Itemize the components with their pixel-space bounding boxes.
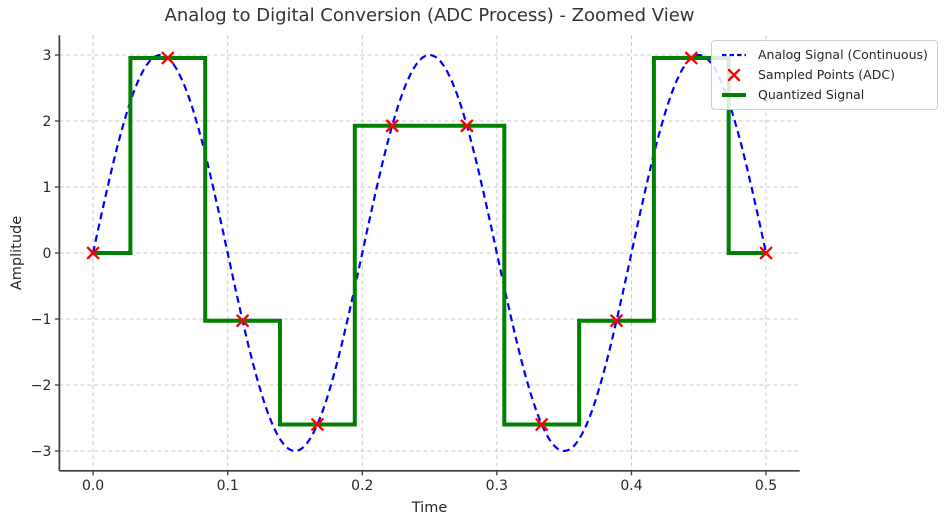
legend-item-label: Analog Signal (Continuous) bbox=[758, 47, 928, 62]
x-tick-label: 0.4 bbox=[620, 478, 642, 494]
y-tick-label: 2 bbox=[42, 114, 51, 130]
legend-item-sampled: Sampled Points (ADC) bbox=[721, 66, 928, 84]
legend-item-label: Sampled Points (ADC) bbox=[758, 67, 895, 82]
tick-labels: 0.0 0.1 0.2 0.3 0.4 0.5 −3 −2 −1 0 1 2 3 bbox=[31, 48, 777, 494]
legend-solid-line-icon bbox=[722, 93, 746, 97]
sample-x-marker bbox=[759, 246, 773, 260]
x-tick-label: 0.3 bbox=[486, 478, 508, 494]
sampled-points bbox=[86, 51, 773, 431]
legend: Analog Signal (Continuous) Sampled Point… bbox=[711, 40, 938, 110]
sample-x-marker bbox=[161, 51, 175, 65]
x-tick-label: 0.1 bbox=[217, 478, 239, 494]
axis-ticks bbox=[54, 54, 767, 476]
x-tick-label: 0.2 bbox=[351, 478, 373, 494]
sample-x-marker bbox=[86, 246, 100, 260]
legend-item-analog: Analog Signal (Continuous) bbox=[721, 46, 928, 64]
sample-x-marker bbox=[460, 119, 474, 133]
y-tick-label: −1 bbox=[31, 312, 52, 328]
y-tick-label: 3 bbox=[42, 48, 51, 64]
quantized-signal-line bbox=[93, 56, 766, 427]
sample-x-marker bbox=[385, 119, 399, 133]
legend-dashed-line-icon bbox=[722, 53, 746, 57]
sample-x-marker bbox=[610, 314, 623, 328]
legend-item-label: Quantized Signal bbox=[758, 87, 865, 102]
x-tick-label: 0.0 bbox=[82, 478, 104, 494]
x-tick-label: 0.5 bbox=[755, 478, 777, 494]
sample-x-marker bbox=[535, 418, 549, 431]
legend-x-marker-icon bbox=[727, 68, 741, 82]
chart-title: Analog to Digital Conversion (ADC Proces… bbox=[164, 5, 695, 26]
grid-lines bbox=[59, 35, 800, 471]
y-axis-label: Amplitude bbox=[9, 215, 25, 291]
x-axis-label: Time bbox=[411, 500, 448, 516]
sample-x-marker bbox=[236, 314, 250, 328]
sample-x-marker bbox=[684, 51, 698, 65]
axis-spines bbox=[58, 35, 800, 472]
y-tick-label: 0 bbox=[42, 246, 51, 262]
legend-item-quantized: Quantized Signal bbox=[721, 86, 928, 104]
y-tick-label: −2 bbox=[31, 378, 52, 394]
sample-x-marker bbox=[311, 418, 324, 431]
y-tick-label: 1 bbox=[42, 180, 51, 196]
y-tick-label: −3 bbox=[31, 444, 52, 460]
